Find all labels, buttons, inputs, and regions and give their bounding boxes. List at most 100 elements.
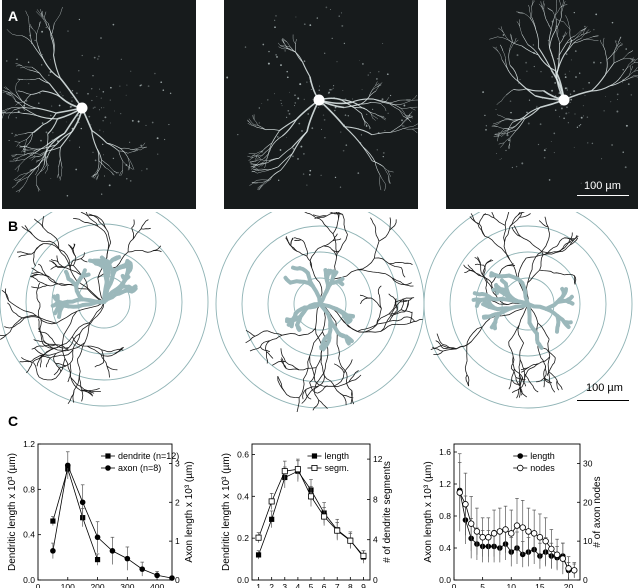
legend-marker: [517, 453, 524, 459]
data-point: [530, 530, 538, 537]
plot-frame: [37, 443, 173, 581]
y-right-tick-label: 0: [583, 575, 588, 585]
data-point: [268, 498, 275, 505]
tracing-1: [0, 212, 209, 407]
tracings-panel: [0, 212, 633, 412]
x-tick-label: 5: [480, 582, 485, 588]
legend-label: length: [530, 451, 555, 461]
x-tick-label: 0: [452, 582, 457, 588]
x-tick-label: 6: [322, 582, 327, 588]
x-tick-label: 300: [120, 582, 134, 588]
micrograph-3-neuron: [482, 0, 638, 187]
data-point: [462, 501, 469, 508]
data-point: [496, 528, 504, 535]
series-line: [52, 467, 98, 560]
legend-marker: [311, 453, 318, 459]
micrograph-1: [2, 0, 196, 209]
sholl-ring: [267, 251, 373, 357]
y-right-tick-label: 0: [373, 575, 378, 585]
y-right-tick-label: 30: [583, 458, 593, 468]
sholl-ring: [51, 249, 157, 355]
y-right-axis-label: # of axon nodes: [592, 476, 603, 547]
data-point: [456, 489, 463, 496]
series-dendrite-n-12-: [50, 462, 101, 566]
x-tick-label: 4: [296, 582, 301, 588]
data-point: [64, 462, 71, 469]
data-point: [334, 527, 341, 534]
data-point: [169, 575, 175, 581]
y-left-tick-label: 1.2: [23, 439, 35, 449]
data-point: [485, 534, 492, 541]
x-tick-label: 7: [335, 582, 340, 588]
y-right-tick-label: 1: [175, 536, 180, 546]
legend-label: dendrite (n=12): [118, 451, 179, 461]
data-point: [519, 524, 526, 531]
neuron-branches: [247, 34, 418, 191]
y-left-tick-label: 0.0: [237, 575, 249, 585]
soma: [76, 102, 88, 114]
y-right-axis-label: Axon length x 10³ (µm): [184, 461, 195, 562]
data-point: [525, 528, 532, 535]
scale-bar-top: [577, 195, 629, 196]
dendrite-tracing: [283, 265, 355, 352]
panel-label-a: A: [8, 8, 19, 24]
micrograph-3: [446, 0, 638, 209]
plot-frame: [453, 443, 581, 581]
y-left-tick-label: 0.0: [23, 575, 35, 585]
data-point: [502, 526, 509, 533]
x-tick-label: 200: [90, 582, 104, 588]
axon-tracing: [430, 212, 579, 399]
tracing-2: [215, 212, 425, 412]
tracing-3: [423, 212, 633, 409]
series-length: [255, 460, 367, 564]
x-tick-label: 2: [269, 582, 274, 588]
legend-marker: [311, 465, 318, 472]
x-tick-label: 400: [150, 582, 164, 588]
data-point: [479, 534, 486, 541]
data-point: [559, 555, 567, 562]
neuron-branches: [2, 6, 148, 193]
data-point: [124, 555, 131, 562]
data-point: [513, 522, 521, 529]
y-right-tick-label: 10: [583, 536, 593, 546]
soma: [558, 94, 570, 106]
y-right-axis-label: # of dendrite segments: [382, 461, 393, 563]
y-left-tick-label: 0.8: [23, 484, 35, 494]
legend-marker: [105, 465, 111, 471]
data-point: [255, 534, 262, 541]
sholl-ring: [423, 212, 633, 409]
x-tick-label: 100: [61, 582, 75, 588]
neuron-branches: [489, 0, 638, 149]
x-tick-label: 5: [309, 582, 314, 588]
y-right-tick-label: 12: [373, 454, 383, 464]
data-point: [269, 516, 275, 522]
soma: [313, 94, 325, 106]
panel-label-c: C: [8, 413, 19, 429]
y-left-tick-label: 1.6: [439, 447, 451, 457]
data-point: [79, 499, 86, 506]
data-point: [294, 466, 301, 473]
data-point: [553, 551, 561, 558]
y-left-tick-label: 0.2: [237, 533, 249, 543]
data-point: [321, 513, 328, 520]
x-tick-label: 9: [361, 582, 366, 588]
series-nodes: [456, 453, 578, 580]
data-point: [490, 530, 498, 537]
data-point: [94, 534, 101, 541]
data-point: [94, 557, 101, 563]
x-tick-label: 0: [36, 582, 41, 588]
y-left-axis-label: Axon length x 10³ (µm): [423, 461, 434, 562]
y-left-tick-label: 0.4: [237, 491, 249, 501]
scale-label-mid: 100 µm: [586, 382, 623, 394]
data-point: [154, 572, 160, 579]
legend-label: nodes: [530, 463, 555, 473]
x-tick-label: 10: [507, 582, 517, 588]
plot-frame: [251, 443, 371, 581]
scale-label-top: 100 µm: [584, 180, 621, 192]
legend-label: axon (n=8): [118, 463, 161, 473]
y-right-tick-label: 20: [583, 497, 593, 507]
